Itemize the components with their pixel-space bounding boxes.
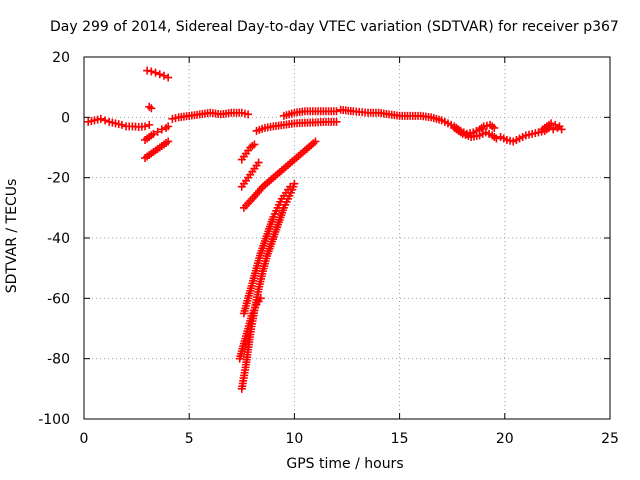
y-tick-label: -60 [47, 291, 70, 307]
series-bump-22h [538, 119, 564, 134]
series-baseline-midday [168, 108, 253, 123]
y-tick-label: -40 [47, 231, 70, 247]
data-point [551, 120, 560, 129]
data-point [256, 294, 265, 303]
data-points [84, 66, 566, 393]
x-tick-label: 0 [80, 431, 89, 447]
axis-ticks [83, 56, 611, 420]
data-point [155, 70, 164, 79]
data-point [141, 122, 150, 131]
data-point [96, 114, 105, 123]
y-tick-label: 20 [52, 50, 70, 66]
series-arc-negative-3h-a [141, 122, 173, 144]
data-point [164, 73, 173, 82]
data-point [145, 120, 154, 129]
x-tick-label: 15 [391, 431, 409, 447]
y-axis-label: SDTVAR / TECUs [4, 178, 20, 294]
data-point [153, 127, 162, 136]
x-tick-label: 20 [496, 431, 514, 447]
series-short-arc-7h [237, 140, 259, 164]
data-point [492, 134, 501, 143]
data-point [157, 125, 166, 134]
x-tick-label: 10 [285, 431, 303, 447]
series-short-arc-8h [237, 158, 263, 191]
series-baseline-late [336, 105, 499, 138]
data-point [159, 71, 168, 80]
y-tick-label: -80 [47, 352, 70, 368]
y-tick-label: -20 [47, 171, 70, 187]
series-diagonal-arc [239, 137, 320, 212]
series-dip-18h-20h [450, 123, 501, 143]
data-point [549, 125, 558, 134]
series-arc-positive-3h [143, 66, 173, 82]
data-point [547, 119, 556, 128]
axis-tick-labels: 0 5 10 15 20 25 -100 -80 -60 -40 -20 0 20 [38, 50, 619, 447]
data-point [164, 137, 173, 146]
series-baseline-10h-12h [279, 107, 341, 120]
x-tick-label: 25 [601, 431, 619, 447]
series-steep-arc-b [239, 182, 295, 318]
x-axis-label: GPS time / hours [286, 456, 404, 472]
data-point [164, 122, 173, 131]
data-point [290, 179, 299, 188]
data-point [151, 68, 160, 77]
data-point [332, 117, 341, 126]
series-arc-negative-3h-b [141, 137, 173, 163]
data-point [147, 104, 156, 113]
data-point [101, 116, 110, 125]
data-point [143, 66, 152, 75]
y-tick-label: 0 [61, 110, 70, 126]
data-point [311, 137, 320, 146]
series-point-3h [145, 102, 156, 113]
data-point [555, 122, 564, 131]
data-point [147, 67, 156, 76]
data-point [254, 158, 263, 167]
series-arc-9h-to-12h [252, 117, 341, 135]
x-tick-label: 5 [185, 431, 194, 447]
data-point [332, 107, 341, 116]
data-point [250, 140, 259, 149]
series-baseline-early [84, 114, 154, 131]
data-point [117, 120, 126, 129]
data-point [244, 110, 253, 119]
y-tick-label: -100 [38, 412, 70, 428]
data-point [149, 129, 158, 138]
series-steep-arc-c [235, 294, 265, 363]
series-steep-arc-a [237, 179, 299, 393]
data-point [490, 123, 499, 132]
data-point [286, 182, 295, 191]
